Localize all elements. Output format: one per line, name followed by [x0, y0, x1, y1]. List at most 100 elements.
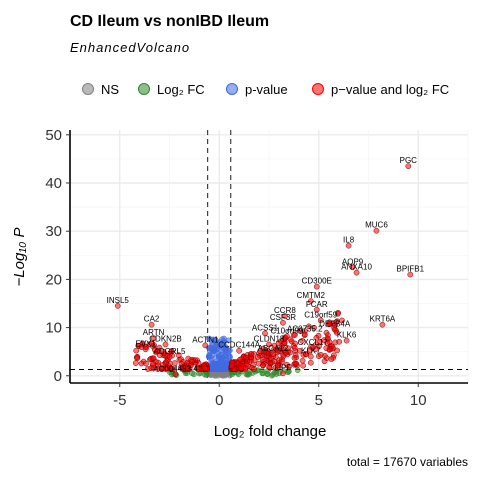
gene-label-csf3r: CSF3R — [270, 313, 296, 322]
legend-label-1: Log₂ FC — [157, 82, 205, 97]
point-sig — [175, 352, 182, 358]
point-fc — [191, 371, 197, 378]
gene-label-evx1: EVX1 — [135, 339, 156, 348]
chart-subtitle: EnhancedVolcano — [70, 40, 190, 55]
gene-label-actn1: ACTN1 — [192, 335, 219, 344]
point-abca12 — [270, 351, 276, 357]
gene-label-krt6a: KRT6A — [370, 315, 396, 324]
point-sig — [299, 337, 305, 344]
point-cxcl17 — [309, 344, 316, 351]
point-sig — [299, 357, 306, 364]
point-sig — [335, 310, 341, 317]
x-tick-label: 5 — [315, 392, 323, 409]
point-adgrl5 — [166, 354, 173, 360]
point-aqp9 — [349, 264, 356, 271]
x-tick-label: 10 — [410, 392, 427, 409]
point-ac004453.4 — [172, 371, 179, 378]
point-sig — [194, 366, 201, 372]
gene-label-ccdc144a: CCDC144A — [218, 341, 260, 350]
point-sig — [243, 361, 250, 368]
point-sig — [261, 348, 268, 355]
point-sig — [283, 349, 289, 356]
gene-label-anxa10: ANXA10 — [341, 263, 372, 272]
point-fc — [244, 371, 251, 378]
point-sig — [290, 331, 297, 338]
point-sig — [336, 338, 343, 345]
point-c10orf99 — [284, 333, 290, 340]
point-sig — [291, 345, 298, 351]
point-sig — [133, 347, 140, 354]
point-sig — [251, 366, 257, 372]
x-axis-title: Log₂ fold change — [214, 423, 327, 440]
y-tick-label: 40 — [45, 175, 62, 192]
point-il8 — [345, 242, 352, 249]
point-sig — [296, 347, 303, 354]
caption: total = 17670 variables — [347, 455, 468, 469]
point-fcar — [313, 306, 320, 313]
legend: NS Log₂ FC p-value p−value and log₂ FC — [82, 82, 449, 97]
point-sig — [311, 324, 317, 331]
point-pvalue — [221, 353, 228, 360]
point-ccdc144a — [236, 347, 242, 354]
gene-label-artn: ARTN — [143, 328, 165, 337]
point-pvalue — [217, 366, 224, 373]
point-fc — [269, 372, 275, 379]
point-fc — [294, 367, 301, 374]
y-tick-label: 30 — [45, 223, 62, 240]
gene-label-c19orf59: C19orf59 — [304, 310, 337, 319]
point-sig — [247, 351, 254, 357]
point-krt6a — [379, 321, 386, 328]
point-insl5 — [114, 303, 121, 309]
data-points — [114, 163, 414, 379]
point-bpifb1 — [407, 271, 414, 278]
point-actn1 — [202, 342, 209, 349]
legend-key-0 — [82, 83, 94, 95]
point-defb4a — [331, 326, 338, 333]
gene-label-aqp9: AQP9 — [342, 257, 364, 266]
gene-label-cd300e: CD300E — [302, 277, 332, 286]
point-sig — [267, 360, 274, 367]
point-sig — [286, 364, 292, 370]
gene-label-lipf: LIPF — [274, 363, 291, 372]
legend-label-0: NS — [101, 82, 119, 97]
point-ccr8 — [282, 313, 288, 319]
point-pvalue — [225, 337, 232, 344]
gene-label-cmtm2: CMTM2 — [297, 291, 326, 300]
x-axis-ticks: -5 0 5 10 — [113, 383, 427, 409]
point-sig — [278, 338, 284, 345]
gene-label-il8: IL8 — [343, 236, 355, 245]
point-pvalue — [219, 345, 226, 351]
point-sig — [259, 356, 266, 363]
point-klk6 — [343, 337, 350, 344]
point-sig — [158, 366, 165, 372]
point-sig — [180, 364, 187, 371]
point-c19orf59 — [317, 317, 324, 324]
gene-label-cldn18: CLDN18 — [254, 334, 285, 343]
gene-label-ca2: CA2 — [144, 315, 160, 324]
point-sig — [275, 362, 282, 369]
point-sig — [313, 334, 320, 341]
point-sig — [254, 354, 261, 361]
gene-label-insl5: INSL5 — [107, 296, 130, 305]
legend-key-3 — [312, 83, 324, 95]
point-sig — [134, 355, 141, 362]
point-sig — [293, 360, 300, 367]
point-pgc — [405, 163, 412, 169]
point-pvalue — [212, 363, 219, 370]
gene-label-ccr8: CCR8 — [274, 306, 296, 315]
gene-label-klk6: KLK6 — [337, 331, 357, 340]
point-ac0735.2 — [301, 331, 308, 338]
point-sig — [155, 359, 162, 366]
point-sig — [303, 351, 310, 357]
point-sig — [318, 351, 324, 358]
point-sig — [201, 365, 208, 372]
y-tick-label: 0 — [54, 368, 62, 385]
x-tick-label: 0 — [215, 392, 223, 409]
legend-label-2: p-value — [245, 82, 288, 97]
point-ca2 — [148, 321, 155, 328]
y-axis-ticks: 0 10 20 30 40 50 — [45, 127, 70, 385]
point-pvalue — [208, 346, 215, 353]
point-cldn18 — [266, 341, 272, 348]
gene-label-adgrl5: ADGRL5 — [153, 347, 186, 356]
